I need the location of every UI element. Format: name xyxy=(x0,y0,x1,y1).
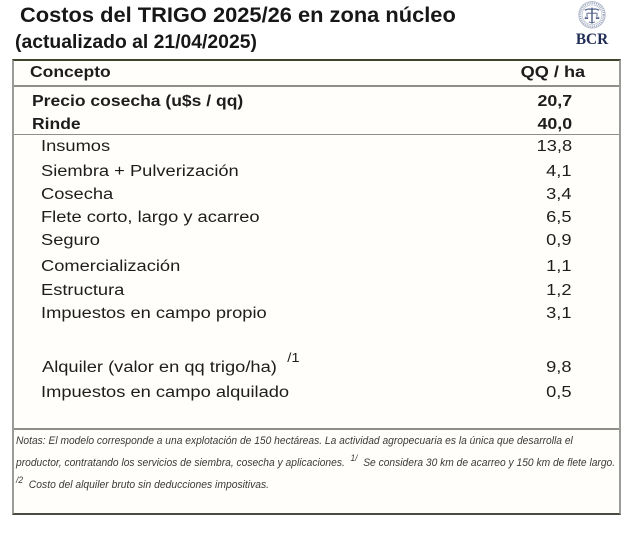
svg-text:BCR: BCR xyxy=(576,31,609,48)
